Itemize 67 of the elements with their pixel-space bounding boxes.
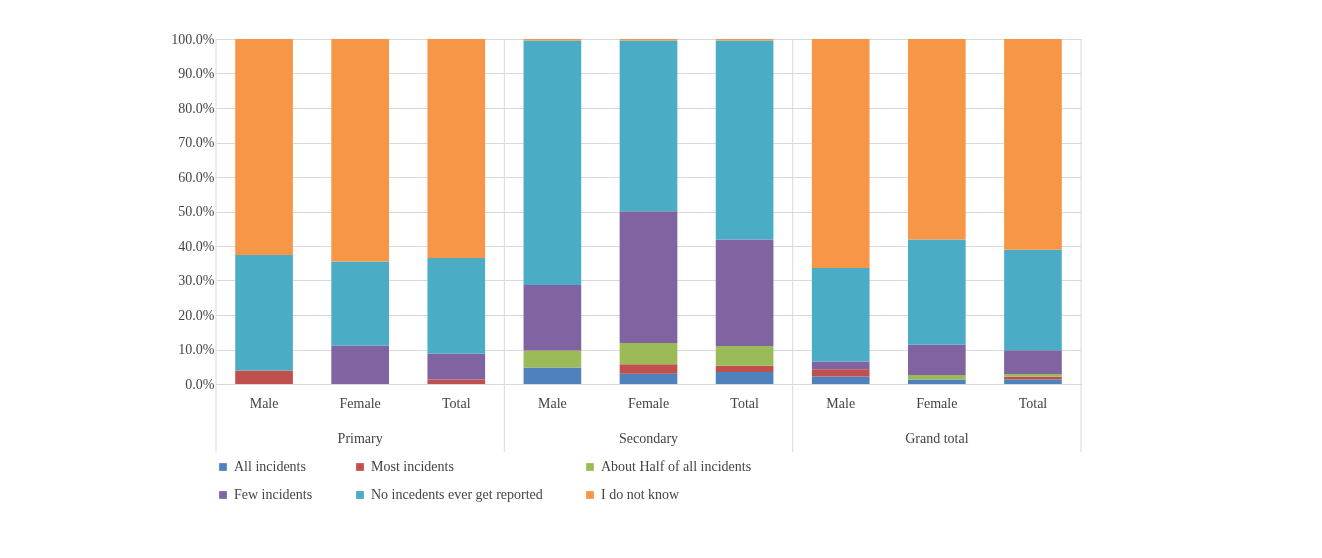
bar [619, 373, 678, 384]
bar [331, 261, 389, 346]
x-tick-label: Female [627, 395, 670, 411]
bar [235, 254, 293, 371]
bar [811, 369, 870, 377]
bar [715, 40, 774, 240]
bar [427, 39, 486, 259]
bar [1004, 350, 1062, 374]
legend-label: I do not know [601, 487, 681, 502]
x-tick-label: Total [1018, 395, 1048, 411]
bar [811, 376, 870, 384]
bar [1004, 39, 1062, 250]
bar [1004, 249, 1062, 351]
bar [523, 350, 582, 368]
legend-label: No incedents ever get reported [371, 487, 543, 502]
bar [811, 268, 870, 362]
bar [523, 367, 582, 384]
bar [619, 364, 678, 374]
bar [619, 342, 678, 365]
bar [523, 284, 582, 351]
legend-label: All incidents [234, 459, 306, 474]
y-tick-label: 40.0% [178, 238, 215, 254]
bar [715, 239, 774, 347]
bar [715, 371, 774, 384]
x-tick-label: Male [826, 395, 856, 411]
y-tick-label: 10.0% [178, 342, 215, 357]
y-tick-label: 90.0% [178, 66, 215, 81]
bar [908, 379, 966, 384]
bar [427, 258, 486, 354]
bar [235, 39, 293, 255]
x-tick-label: Female [339, 395, 381, 411]
y-tick-label: 70.0% [178, 135, 215, 150]
bar [811, 361, 870, 370]
bar [908, 344, 966, 376]
bar [908, 375, 966, 380]
bar [427, 379, 486, 384]
y-tick-label: 60.0% [178, 169, 215, 185]
bar [811, 39, 870, 269]
x-tick-label: Total [730, 395, 759, 411]
bar [619, 40, 678, 212]
bar [427, 353, 486, 380]
bar [523, 40, 582, 285]
text: Primary [337, 431, 383, 446]
legend-label: Most incidents [371, 459, 454, 474]
bar [331, 345, 389, 384]
y-tick-label: 80.0% [178, 100, 215, 116]
bar [715, 365, 774, 372]
bar [331, 39, 389, 262]
legend-label: Few incidents [234, 487, 313, 502]
bar [908, 39, 966, 240]
y-tick-label: 0.0% [185, 376, 215, 392]
y-tick-label: 30.0% [178, 273, 215, 288]
legend-label: About Half of all incidents [601, 459, 752, 474]
x-tick-label: Total [441, 395, 471, 411]
x-tick-label: Male [538, 395, 567, 411]
x-tick-label: Female [916, 395, 958, 411]
bar [1004, 379, 1062, 384]
y-tick-label: 100.0% [171, 31, 215, 47]
text: Grand total [905, 431, 969, 446]
bar [715, 346, 774, 366]
x-tick-label: Male [249, 395, 279, 411]
bar [619, 211, 678, 343]
bar [908, 239, 966, 345]
bar [235, 370, 293, 384]
y-tick-label: 20.0% [178, 307, 215, 323]
y-tick-label: 50.0% [178, 204, 215, 219]
text: Secondary [618, 431, 679, 446]
